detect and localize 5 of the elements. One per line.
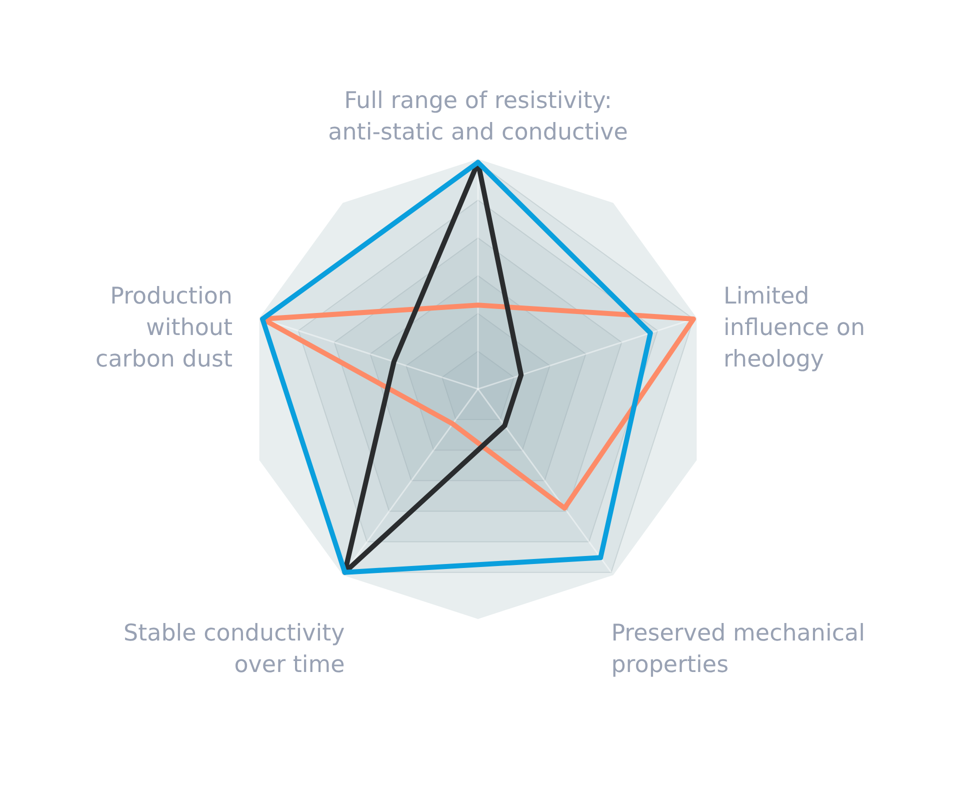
spoke-label: Preserved mechanical properties [611, 620, 866, 678]
spoke-label: Stable conductivity over time [123, 620, 345, 678]
spoke-label: Full range of resistivity: anti-static and conductive [328, 88, 628, 146]
spoke-label: Production without carbon dust [96, 283, 232, 372]
spoke-label: Limited influence on rheology [724, 283, 866, 372]
